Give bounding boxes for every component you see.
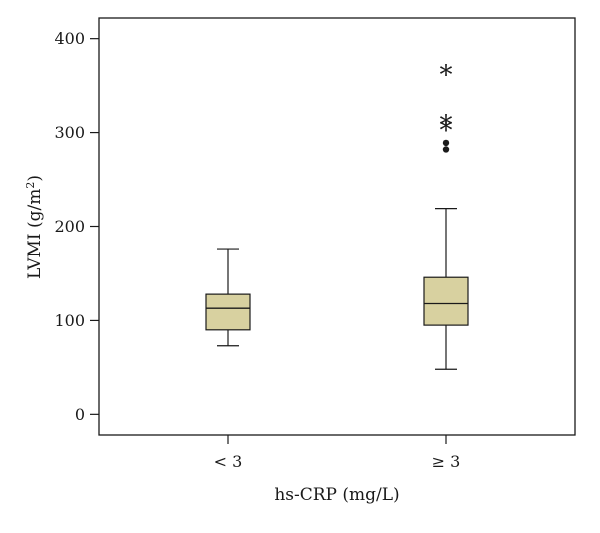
box-2: *** — [423, 61, 469, 370]
outlier-point — [442, 146, 450, 153]
box-iqr — [205, 293, 251, 331]
x-axis-title: hs-CRP (mg/L) — [274, 485, 399, 505]
x-tick-label: < 3 — [214, 452, 243, 471]
x-tick-label: ≥ 3 — [432, 452, 461, 471]
plot-frame — [98, 17, 576, 436]
y-axis-title-main: LVMI (g/m — [25, 189, 45, 279]
extreme-point: * — [440, 61, 453, 91]
y-tick-label: 300 — [54, 123, 85, 142]
extreme-point: * — [440, 110, 453, 140]
outlier-point — [442, 139, 450, 147]
y-axis: 0 100 200 300 400 — [54, 29, 99, 424]
y-tick-label: 0 — [75, 405, 85, 424]
y-axis-title-close: ) — [25, 175, 45, 182]
y-axis-title-superscript: 2 — [24, 182, 37, 189]
extreme-point: * — [440, 116, 453, 146]
y-axis-title: LVMI (g/m2) — [24, 175, 45, 279]
boxes: *** — [205, 61, 469, 370]
x-axis: < 3 ≥ 3 — [214, 435, 461, 471]
y-tick-label: 200 — [54, 217, 85, 236]
box-1 — [205, 248, 251, 347]
box-iqr — [423, 276, 469, 326]
y-tick-label: 100 — [54, 311, 85, 330]
y-tick-label: 400 — [54, 29, 85, 48]
